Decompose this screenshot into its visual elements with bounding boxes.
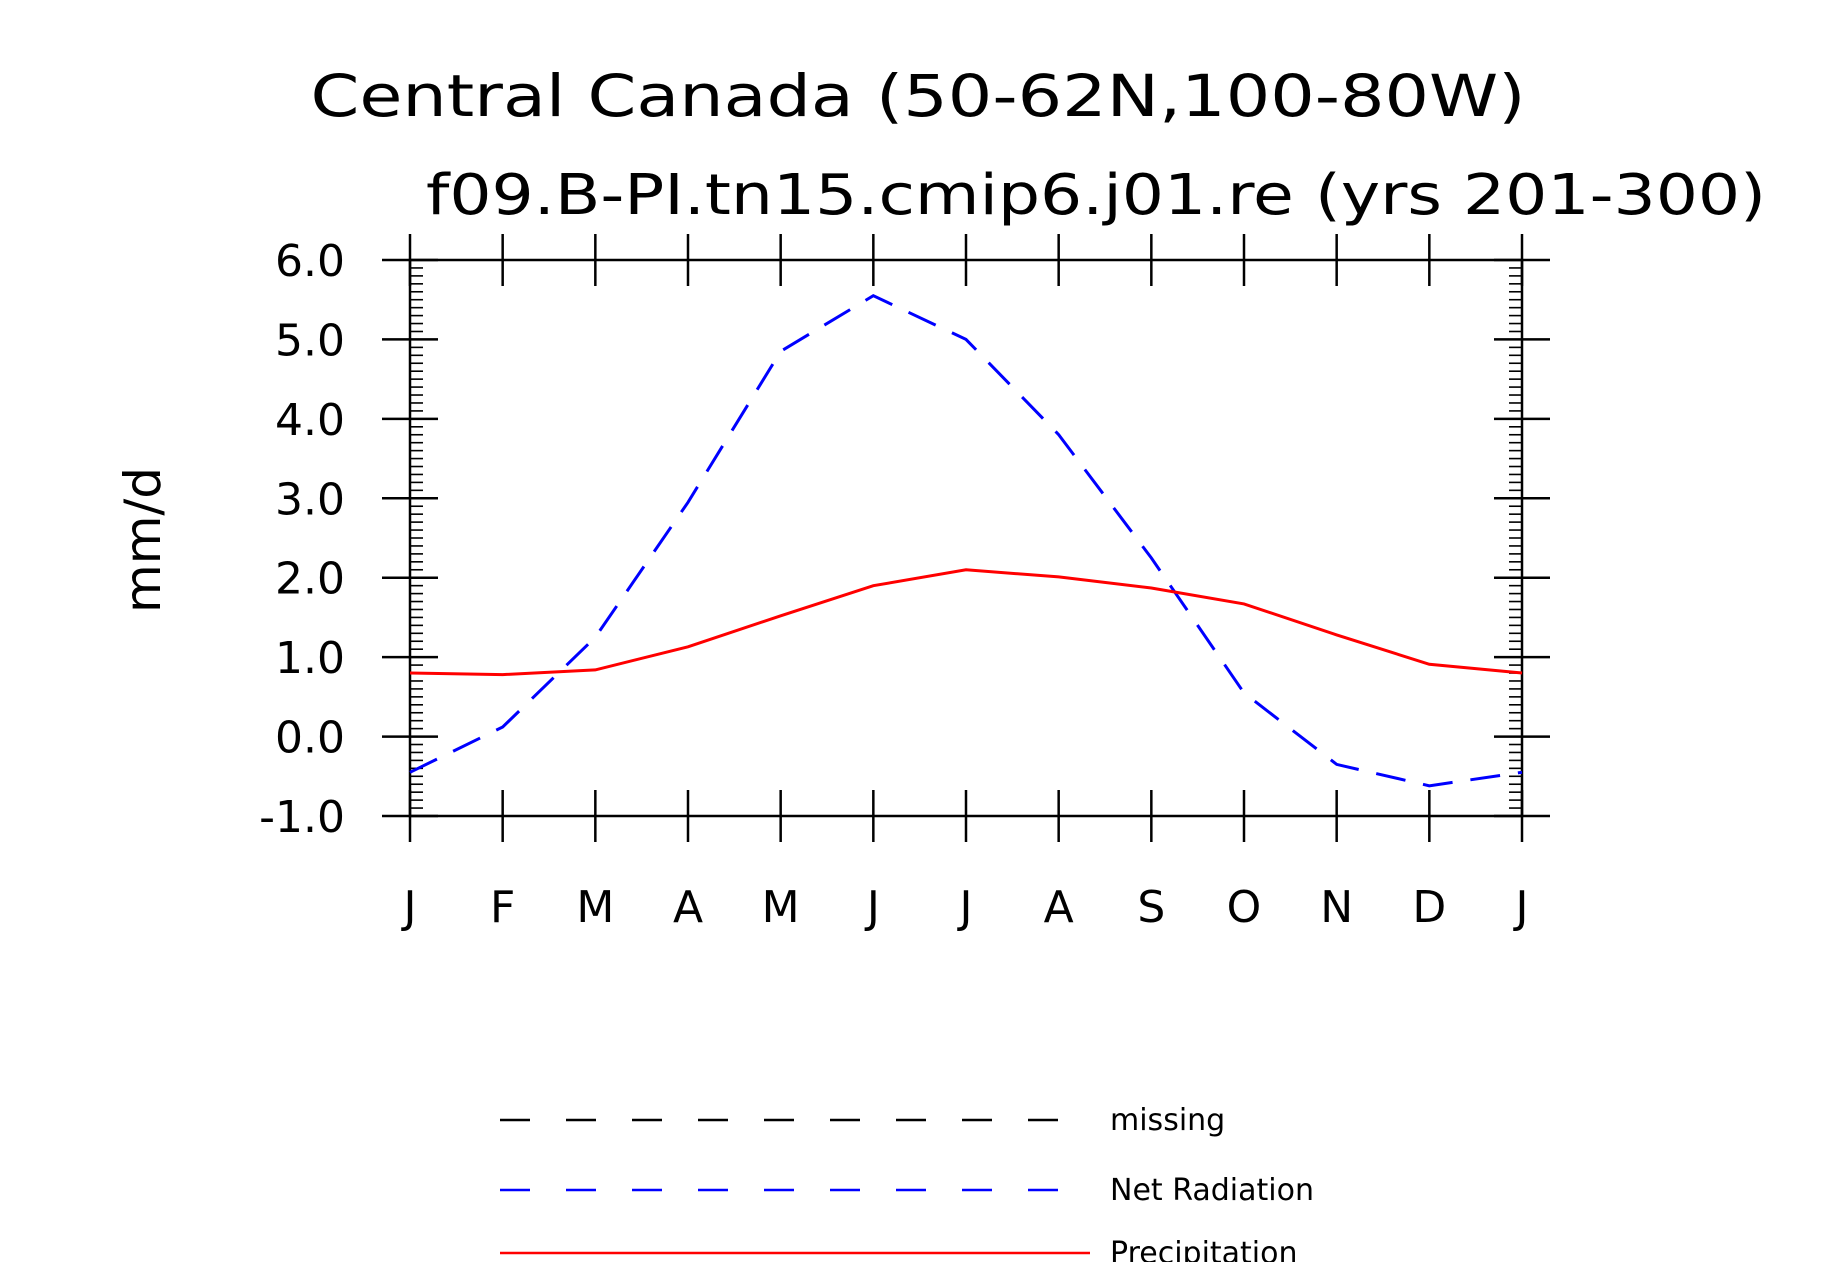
x-tick-label: F: [490, 882, 515, 933]
x-tick-label: J: [401, 882, 417, 933]
x-tick-label: S: [1137, 882, 1165, 933]
y-tick-label: 0.0: [275, 713, 345, 764]
series-line-net-radiation: [409, 294, 1523, 788]
x-tick-label: M: [762, 882, 800, 933]
y-tick-label: 4.0: [275, 395, 345, 446]
y-tick-label: 3.0: [275, 474, 345, 525]
legend-label: Net Radiation: [1110, 1173, 1314, 1208]
series-line-precipitation: [409, 568, 1523, 677]
series-lines: [409, 294, 1523, 788]
plot-frame: [408, 258, 1524, 818]
x-tick-label: J: [1513, 882, 1529, 933]
legend-label: missing: [1110, 1103, 1225, 1138]
legend: missing Net Radiation Precipitation: [500, 1103, 1314, 1262]
x-tick-label: M: [576, 882, 614, 933]
y-tick-label: 5.0: [275, 315, 345, 366]
x-tick-label: J: [864, 882, 880, 933]
y-axis-label: mm/d: [114, 467, 172, 613]
y-tick-labels: -1.0 0.0 1.0 2.0 3.0 4.0 5.0 6.0: [259, 236, 345, 843]
x-tick-label: O: [1227, 882, 1262, 933]
axis-ticks: [382, 234, 1550, 842]
x-tick-label: A: [673, 882, 703, 933]
x-tick-label: J: [957, 882, 973, 933]
x-tick-label: A: [1044, 882, 1074, 933]
y-tick-label: -1.0: [259, 792, 345, 843]
y-tick-label: 1.0: [275, 633, 345, 684]
y-tick-label: 6.0: [275, 236, 345, 287]
legend-label: Precipitation: [1110, 1236, 1298, 1262]
x-tick-label: N: [1320, 882, 1353, 933]
x-tick-label: D: [1412, 882, 1446, 933]
chart-subtitle: f09.B-PI.tn15.cmip6.j01.re (yrs 201-300): [426, 163, 1766, 228]
chart-title: Central Canada (50-62N,100-80W): [311, 62, 1526, 130]
y-tick-label: 2.0: [275, 554, 345, 605]
